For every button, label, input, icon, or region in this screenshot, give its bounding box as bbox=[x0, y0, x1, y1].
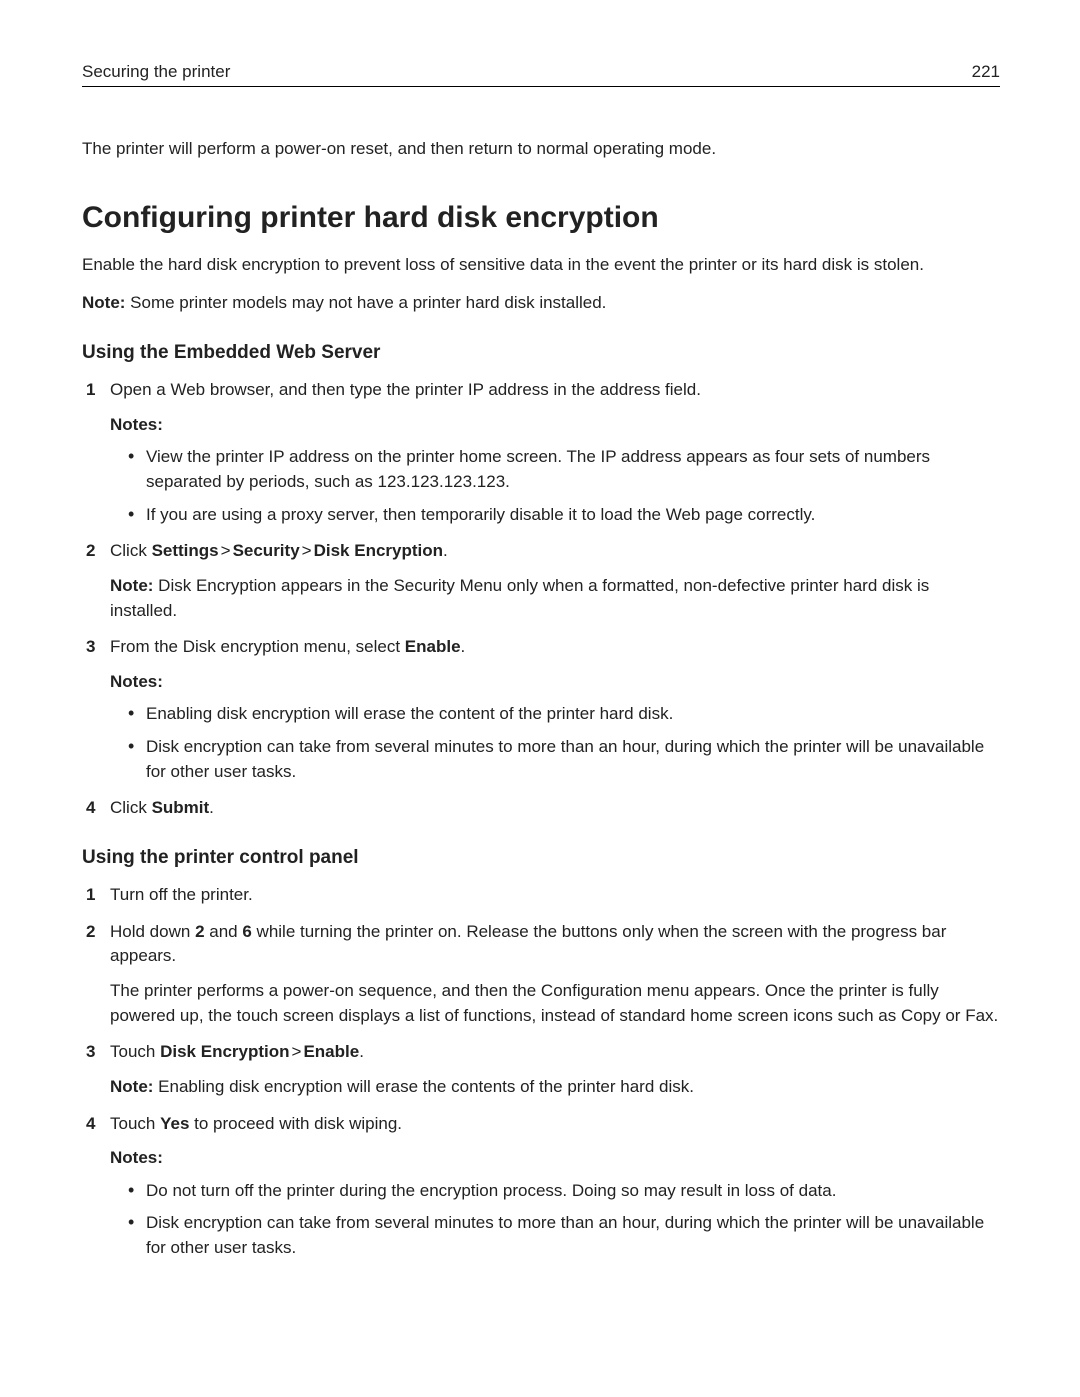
step-text: Touch Yes to proceed with disk wiping. bbox=[110, 1112, 1000, 1137]
bold-term: 6 bbox=[242, 922, 251, 941]
step-paragraph: The printer performs a power-on sequence… bbox=[110, 979, 1000, 1028]
note-label: Note: bbox=[110, 1077, 153, 1096]
notes-label: Notes: bbox=[110, 670, 1000, 695]
note-bullet: Disk encryption can take from several mi… bbox=[128, 735, 1000, 784]
note-bullet: If you are using a proxy server, then te… bbox=[128, 503, 1000, 528]
lead-note: Note: Some printer models may not have a… bbox=[82, 291, 1000, 316]
page-title: Configuring printer hard disk encryption bbox=[82, 201, 1000, 235]
note-bullet: Enabling disk encryption will erase the … bbox=[128, 702, 1000, 727]
step-text: Click Settings>Security>Disk Encryption. bbox=[110, 539, 1000, 564]
notes-list: Enabling disk encryption will erase the … bbox=[110, 702, 1000, 784]
notes-label: Notes: bbox=[110, 413, 1000, 438]
step-item: Touch Yes to proceed with disk wiping. N… bbox=[82, 1112, 1000, 1261]
text-fragment: From the Disk encryption menu, select bbox=[110, 637, 405, 656]
breadcrumb-sep: > bbox=[219, 541, 233, 560]
step-note: Note: Disk Encryption appears in the Sec… bbox=[110, 574, 1000, 623]
text-fragment: to proceed with disk wiping. bbox=[189, 1114, 402, 1133]
note-label: Note: bbox=[82, 293, 125, 312]
document-page: Securing the printer 221 The printer wil… bbox=[0, 0, 1080, 1397]
bold-term: 2 bbox=[195, 922, 204, 941]
bold-term: Disk Encryption bbox=[314, 541, 443, 560]
note-bullet: Do not turn off the printer during the e… bbox=[128, 1179, 1000, 1204]
bold-term: Security bbox=[233, 541, 300, 560]
section-title: Securing the printer bbox=[82, 62, 230, 82]
notes-label: Notes: bbox=[110, 1146, 1000, 1171]
bold-term: Enable bbox=[303, 1042, 359, 1061]
text-fragment: Touch bbox=[110, 1042, 160, 1061]
note-bullet: View the printer IP address on the print… bbox=[128, 445, 1000, 494]
notes-list: Do not turn off the printer during the e… bbox=[110, 1179, 1000, 1261]
text-fragment: and bbox=[205, 922, 243, 941]
note-text: Disk Encryption appears in the Security … bbox=[110, 576, 929, 620]
step-text: Touch Disk Encryption>Enable. bbox=[110, 1040, 1000, 1065]
text-fragment: . bbox=[443, 541, 448, 560]
lead-paragraph: Enable the hard disk encryption to preve… bbox=[82, 253, 1000, 278]
text-fragment: Touch bbox=[110, 1114, 160, 1133]
running-header: Securing the printer 221 bbox=[82, 62, 1000, 87]
step-text: Turn off the printer. bbox=[110, 883, 1000, 908]
notes-list: View the printer IP address on the print… bbox=[110, 445, 1000, 527]
step-text: Hold down 2 and 6 while turning the prin… bbox=[110, 920, 1000, 969]
notes-block: Notes: Enabling disk encryption will era… bbox=[110, 670, 1000, 785]
breadcrumb-sep: > bbox=[300, 541, 314, 560]
breadcrumb-sep: > bbox=[290, 1042, 304, 1061]
note-bullet: Disk encryption can take from several mi… bbox=[128, 1211, 1000, 1260]
step-item: Touch Disk Encryption>Enable. Note: Enab… bbox=[82, 1040, 1000, 1099]
text-fragment: Click bbox=[110, 798, 152, 817]
steps-control-panel: Turn off the printer. Hold down 2 and 6 … bbox=[82, 883, 1000, 1261]
note-text: Enabling disk encryption will erase the … bbox=[153, 1077, 694, 1096]
step-item: Hold down 2 and 6 while turning the prin… bbox=[82, 920, 1000, 1029]
notes-block: Notes: View the printer IP address on th… bbox=[110, 413, 1000, 528]
step-text: Open a Web browser, and then type the pr… bbox=[110, 378, 1000, 403]
bold-term: Settings bbox=[152, 541, 219, 560]
text-fragment: . bbox=[359, 1042, 364, 1061]
step-note: Note: Enabling disk encryption will eras… bbox=[110, 1075, 1000, 1100]
step-text: Click Submit. bbox=[110, 796, 1000, 821]
intro-paragraph: The printer will perform a power-on rese… bbox=[82, 137, 1000, 161]
step-item: Open a Web browser, and then type the pr… bbox=[82, 378, 1000, 527]
text-fragment: . bbox=[209, 798, 214, 817]
lead-note-text: Some printer models may not have a print… bbox=[125, 293, 606, 312]
bold-term: Yes bbox=[160, 1114, 189, 1133]
step-item: Turn off the printer. bbox=[82, 883, 1000, 908]
text-fragment: . bbox=[461, 637, 466, 656]
step-text: From the Disk encryption menu, select En… bbox=[110, 635, 1000, 660]
step-item: From the Disk encryption menu, select En… bbox=[82, 635, 1000, 784]
bold-term: Submit bbox=[152, 798, 210, 817]
step-item: Click Settings>Security>Disk Encryption.… bbox=[82, 539, 1000, 623]
bold-term: Enable bbox=[405, 637, 461, 656]
notes-block: Notes: Do not turn off the printer durin… bbox=[110, 1146, 1000, 1261]
subheading-control-panel: Using the printer control panel bbox=[82, 847, 1000, 869]
text-fragment: Click bbox=[110, 541, 152, 560]
subheading-web-server: Using the Embedded Web Server bbox=[82, 342, 1000, 364]
page-number: 221 bbox=[972, 62, 1000, 82]
text-fragment: Hold down bbox=[110, 922, 195, 941]
bold-term: Disk Encryption bbox=[160, 1042, 289, 1061]
step-item: Click Submit. bbox=[82, 796, 1000, 821]
steps-web-server: Open a Web browser, and then type the pr… bbox=[82, 378, 1000, 821]
note-label: Note: bbox=[110, 576, 153, 595]
